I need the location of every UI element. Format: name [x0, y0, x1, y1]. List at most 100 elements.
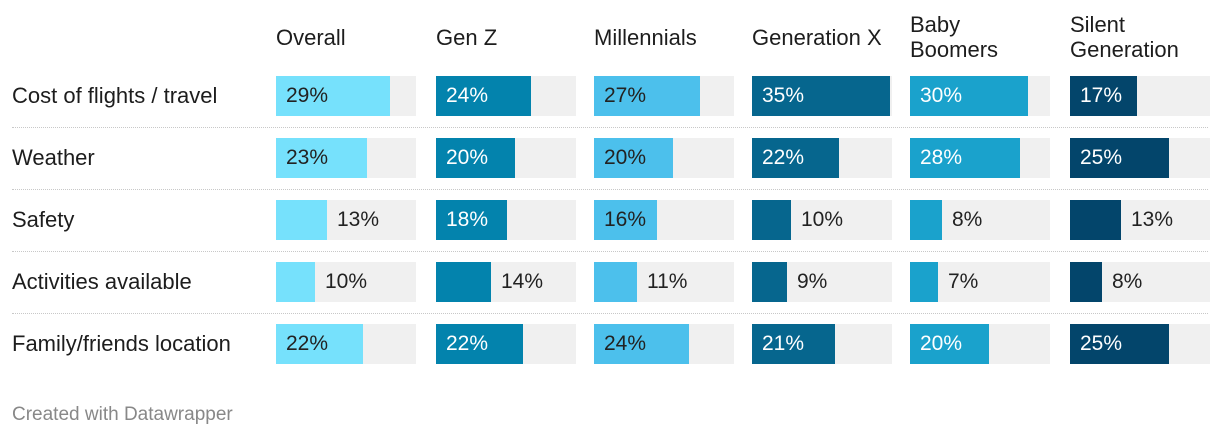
- bar-track: 13%: [1070, 200, 1210, 240]
- bar: [752, 200, 791, 240]
- bar-track: 24%: [594, 324, 734, 364]
- row-separator: [12, 189, 1208, 190]
- row-label: Activities available: [12, 269, 192, 294]
- bar: [276, 76, 390, 116]
- bar: [752, 76, 890, 116]
- value-label: 18%: [446, 208, 489, 231]
- bar-track: 22%: [276, 324, 416, 364]
- value-label: 10%: [801, 208, 844, 231]
- bar-track: 16%: [594, 200, 734, 240]
- value-label: 13%: [1131, 208, 1174, 231]
- bar: [594, 324, 689, 364]
- value-label: 25%: [1080, 332, 1123, 355]
- bar: [594, 76, 700, 116]
- bar: [752, 262, 787, 302]
- bar-track: 25%: [1070, 138, 1210, 178]
- bar: [436, 76, 531, 116]
- bar-track: 11%: [594, 262, 734, 302]
- bar-track: 23%: [276, 138, 416, 178]
- column-header: Overall: [276, 25, 346, 50]
- bar: [1070, 200, 1121, 240]
- row-label: Weather: [12, 145, 95, 170]
- footer-credit: Created with Datawrapper: [12, 404, 233, 425]
- bar: [436, 200, 507, 240]
- value-label: 25%: [1080, 146, 1123, 169]
- value-label: 22%: [286, 332, 329, 355]
- bar: [276, 138, 367, 178]
- bar: [1070, 324, 1169, 364]
- bar-track: 21%: [752, 324, 892, 364]
- bar: [594, 138, 673, 178]
- value-label: 13%: [337, 208, 380, 231]
- row-label: Cost of flights / travel: [12, 83, 218, 108]
- bar: [1070, 76, 1137, 116]
- bar-track: 29%: [276, 76, 416, 116]
- bar-track: 20%: [436, 138, 576, 178]
- value-label: 8%: [1112, 270, 1143, 293]
- column-header: Baby Boomers: [910, 12, 999, 62]
- bar: [276, 324, 363, 364]
- value-label: 24%: [604, 332, 647, 355]
- bar: [1070, 262, 1102, 302]
- bar: [910, 76, 1028, 116]
- bar: [752, 324, 835, 364]
- bar: [1070, 138, 1169, 178]
- bar: [752, 138, 839, 178]
- bar-track: 24%: [436, 76, 576, 116]
- bar: [594, 200, 657, 240]
- bar: [276, 262, 315, 302]
- bar-track: 22%: [752, 138, 892, 178]
- value-label: 20%: [604, 146, 647, 169]
- value-label: 28%: [920, 146, 963, 169]
- bar: [594, 262, 637, 302]
- bar: [910, 138, 1020, 178]
- value-label: 17%: [1080, 84, 1123, 107]
- value-label: 27%: [604, 84, 647, 107]
- bar: [910, 200, 942, 240]
- row-separator: [12, 251, 1208, 252]
- value-label: 24%: [446, 84, 489, 107]
- value-label: 14%: [501, 270, 544, 293]
- value-label: 30%: [920, 84, 963, 107]
- bar: [436, 262, 491, 302]
- bar-track: 17%: [1070, 76, 1210, 116]
- bar-track: 22%: [436, 324, 576, 364]
- bar-track: 10%: [276, 262, 416, 302]
- value-label: 21%: [762, 332, 805, 355]
- bar-track: 20%: [910, 324, 1050, 364]
- bar-track: 8%: [1070, 262, 1210, 302]
- bar-track: 27%: [594, 76, 734, 116]
- bar: [276, 200, 327, 240]
- bar-track: 35%: [752, 76, 892, 116]
- bar: [910, 262, 938, 302]
- value-label: 7%: [948, 270, 979, 293]
- value-label: 10%: [325, 270, 368, 293]
- value-label: 22%: [762, 146, 805, 169]
- bar-track: 18%: [436, 200, 576, 240]
- bar-track: 20%: [594, 138, 734, 178]
- bar: [910, 324, 989, 364]
- bar-track: 8%: [910, 200, 1050, 240]
- bar: [436, 138, 515, 178]
- value-label: 23%: [286, 146, 329, 169]
- bar: [436, 324, 523, 364]
- column-header: Silent Generation: [1070, 12, 1179, 62]
- bar-track: 7%: [910, 262, 1050, 302]
- column-header: Generation X: [752, 25, 882, 50]
- value-label: 22%: [446, 332, 489, 355]
- value-label: 35%: [762, 84, 805, 107]
- bar-track: 10%: [752, 200, 892, 240]
- bar-track: 25%: [1070, 324, 1210, 364]
- value-label: 20%: [920, 332, 963, 355]
- value-label: 9%: [797, 270, 828, 293]
- column-header: Gen Z: [436, 25, 498, 50]
- bar-track: 9%: [752, 262, 892, 302]
- row-separator: [12, 127, 1208, 128]
- row-separator: [12, 313, 1208, 314]
- bar-track: 28%: [910, 138, 1050, 178]
- bar-track: 30%: [910, 76, 1050, 116]
- bar-track: 13%: [276, 200, 416, 240]
- row-label: Family/friends location: [12, 331, 231, 356]
- value-label: 29%: [286, 84, 329, 107]
